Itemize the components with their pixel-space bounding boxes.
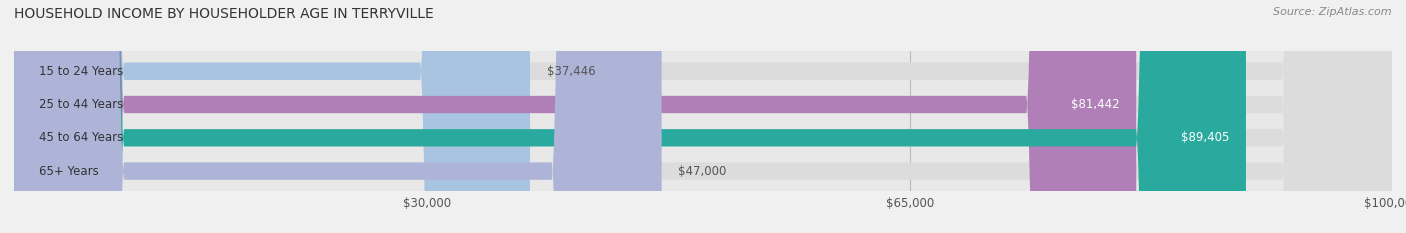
FancyBboxPatch shape <box>14 0 1392 233</box>
FancyBboxPatch shape <box>14 0 1136 233</box>
FancyBboxPatch shape <box>14 0 1392 233</box>
FancyBboxPatch shape <box>14 0 1392 233</box>
FancyBboxPatch shape <box>14 0 1392 233</box>
Text: 25 to 44 Years: 25 to 44 Years <box>39 98 124 111</box>
Text: $89,405: $89,405 <box>1181 131 1229 144</box>
Text: Source: ZipAtlas.com: Source: ZipAtlas.com <box>1274 7 1392 17</box>
Text: 45 to 64 Years: 45 to 64 Years <box>39 131 124 144</box>
Text: $37,446: $37,446 <box>547 65 595 78</box>
FancyBboxPatch shape <box>14 0 530 233</box>
Text: $81,442: $81,442 <box>1071 98 1119 111</box>
Text: 65+ Years: 65+ Years <box>39 164 98 178</box>
FancyBboxPatch shape <box>14 0 1246 233</box>
Text: $47,000: $47,000 <box>678 164 727 178</box>
Text: 15 to 24 Years: 15 to 24 Years <box>39 65 124 78</box>
FancyBboxPatch shape <box>14 0 662 233</box>
Text: HOUSEHOLD INCOME BY HOUSEHOLDER AGE IN TERRYVILLE: HOUSEHOLD INCOME BY HOUSEHOLDER AGE IN T… <box>14 7 434 21</box>
